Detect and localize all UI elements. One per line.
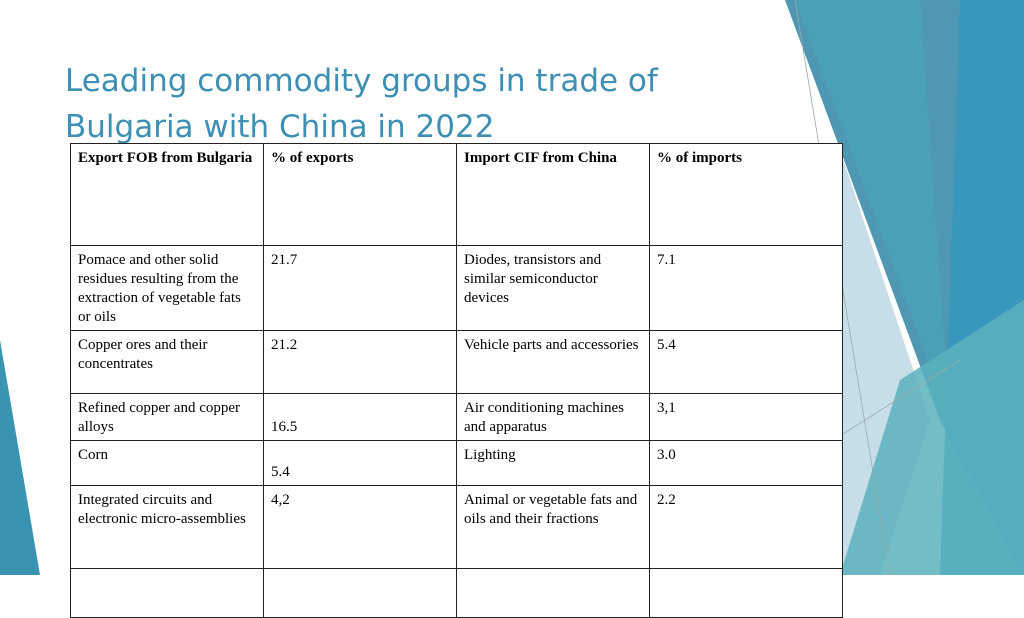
table-cell: Refined copper and copper alloys	[70, 393, 264, 441]
trade-table: Export FOB from Bulgaria% of exports Impo…	[70, 143, 843, 618]
table-cell: 5.4	[263, 440, 457, 486]
header-cell: % of exports	[263, 143, 457, 246]
table-row: Pomace and other solid residues resultin…	[70, 245, 843, 331]
table-cell: Pomace and other solid residues resultin…	[70, 245, 264, 331]
table-cell	[649, 568, 843, 618]
table-cell: 3.0	[649, 440, 843, 486]
table-row: Integrated circuits and electronic micro…	[70, 485, 843, 569]
slide-title: Leading commodity groups in trade of Bul…	[65, 63, 658, 145]
shape	[0, 340, 40, 575]
table-row: Corn 5.4 Lighting 3.0	[70, 440, 843, 486]
header-cell: % of imports	[649, 143, 843, 246]
table-cell: Vehicle parts and accessories	[456, 330, 650, 394]
table-cell: 3,1	[649, 393, 843, 441]
table-cell: 5.4	[649, 330, 843, 394]
table-cell: Integrated circuits and electronic micro…	[70, 485, 264, 569]
table-cell: Animal or vegetable fats and oils and th…	[456, 485, 650, 569]
table-cell	[70, 568, 264, 618]
table-row	[70, 568, 843, 618]
header-cell: Export FOB from Bulgaria	[70, 143, 264, 246]
table-cell: Air conditioning machines and apparatus	[456, 393, 650, 441]
table-cell	[456, 568, 650, 618]
table-cell: 4,2	[263, 485, 457, 569]
shape	[795, 0, 950, 420]
shape	[840, 300, 1024, 575]
table-row: Refined copper and copper alloys 16.5 Air …	[70, 393, 843, 441]
table-cell	[263, 568, 457, 618]
table-row: Copper ores and their concentrates 21.2 Ve…	[70, 330, 843, 394]
table-cell: Copper ores and their concentrates	[70, 330, 264, 394]
table-cell: 21.7	[263, 245, 457, 331]
table-cell: Diodes, transistors and similar semicond…	[456, 245, 650, 331]
table-cell: 21.2	[263, 330, 457, 394]
table-cell: 7.1	[649, 245, 843, 331]
table-cell: 2.2	[649, 485, 843, 569]
header-row: Export FOB from Bulgaria% of exports Impo…	[70, 143, 843, 246]
header-cell: Import CIF from China	[456, 143, 650, 246]
table-cell: 16.5	[263, 393, 457, 441]
table-cell: Lighting	[456, 440, 650, 486]
table-cell: Corn	[70, 440, 264, 486]
